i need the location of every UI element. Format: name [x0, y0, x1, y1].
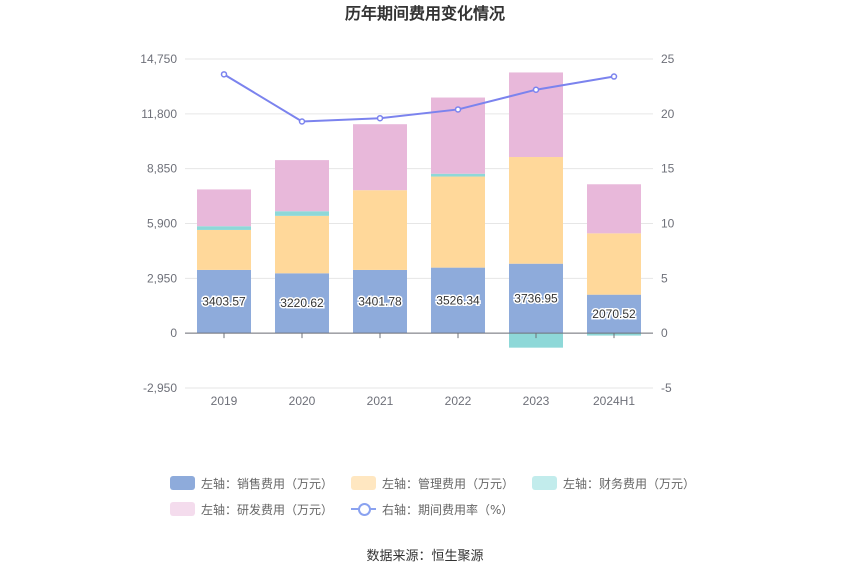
bar-segment-s3[interactable] — [197, 189, 251, 227]
bar-segment-s1[interactable] — [509, 157, 563, 264]
y-right-tick-label: 0 — [661, 326, 668, 340]
legend-label: 右轴：期间费用率（%） — [382, 502, 514, 517]
legend-swatch — [351, 476, 377, 490]
data-label: 3736.95 — [514, 291, 558, 305]
rate-line — [223, 73, 615, 123]
y-right-tick-label: 10 — [661, 217, 675, 231]
chart-title: 历年期间费用变化情况 — [345, 4, 505, 23]
legend-item-rate[interactable]: 右轴：期间费用率（%） — [351, 501, 513, 518]
bar-segment-s0[interactable] — [509, 263, 563, 334]
data-label: 2070.52 — [592, 307, 636, 321]
y-left-tick-label: 2,950 — [147, 271, 177, 285]
x-tick-label: 2019 — [211, 394, 238, 408]
y-left-tick-label: -2,950 — [143, 381, 177, 395]
data-label: 3403.57 — [202, 295, 246, 309]
rate-point[interactable] — [220, 71, 228, 78]
legend-swatch — [170, 476, 195, 490]
bar-segment-s0[interactable] — [353, 269, 407, 334]
legend-line-icon — [351, 502, 377, 516]
bar-segment-s1[interactable] — [587, 233, 641, 295]
bar-segment-s1[interactable] — [353, 190, 407, 270]
legend-item-finance[interactable]: 左轴：财务费用（万元） — [532, 475, 695, 492]
data-label: 3401.78 — [358, 295, 402, 309]
data-label: 3526.34 — [436, 293, 480, 307]
bar-segment-s2[interactable] — [509, 333, 563, 348]
bar-segment-s1[interactable] — [431, 176, 485, 268]
bar-segment-s3[interactable] — [509, 72, 563, 158]
bar-segment-s0[interactable] — [275, 273, 329, 334]
y-right-tick-label: 5 — [661, 271, 668, 285]
legend-swatch — [170, 502, 195, 516]
rate-point[interactable] — [376, 114, 384, 122]
x-tick-label: 2023 — [523, 394, 550, 408]
y-left-tick-label: 0 — [170, 326, 177, 340]
bar-segment-s0[interactable] — [197, 269, 251, 334]
legend-item-rd[interactable]: 左轴：研发费用（万元） — [170, 501, 333, 518]
bar-segment-s1[interactable] — [197, 229, 251, 270]
bar-segment-s2[interactable] — [275, 211, 329, 216]
source-note: 数据来源：恒生聚源 — [366, 549, 484, 564]
rate-point[interactable] — [610, 73, 618, 80]
bar-segment-s1[interactable] — [275, 215, 329, 274]
bar-segment-s3[interactable] — [587, 184, 641, 234]
legend-label: 左轴：研发费用（万元） — [201, 502, 334, 517]
y-left-tick-label: 8,850 — [147, 162, 177, 176]
legend-label: 左轴：管理费用（万元） — [382, 476, 515, 491]
bar-segment-s3[interactable] — [353, 124, 407, 191]
y-right-tick-label: 20 — [661, 107, 675, 121]
y-right-tick-label: 15 — [661, 162, 675, 176]
y-left-tick-label: 5,900 — [147, 217, 177, 231]
x-tick-label: 2020 — [289, 394, 316, 408]
bar-segment-s2[interactable] — [431, 173, 485, 177]
legend: 左轴：销售费用（万元） 左轴：管理费用（万元） 左轴：财务费用（万元） 左轴：研… — [170, 470, 730, 522]
bar-segment-s0[interactable] — [587, 294, 641, 334]
x-tick-label: 2024H1 — [593, 394, 635, 408]
bar-segment-s2[interactable] — [197, 226, 251, 230]
rate-point[interactable] — [298, 118, 306, 125]
legend-swatch — [532, 476, 558, 490]
bar-segment-s3[interactable] — [275, 160, 329, 212]
rate-point[interactable] — [532, 86, 540, 93]
x-tick-label: 2022 — [445, 394, 472, 408]
y-right-tick-label: -5 — [661, 381, 672, 395]
legend-item-admin[interactable]: 左轴：管理费用（万元） — [351, 475, 514, 492]
rate-point[interactable] — [454, 106, 462, 113]
legend-item-sales[interactable]: 左轴：销售费用（万元） — [170, 475, 333, 492]
y-left-tick-label: 11,800 — [141, 107, 177, 121]
y-right-tick-label: 25 — [661, 52, 675, 66]
legend-label: 左轴：财务费用（万元） — [563, 476, 696, 491]
y-left-tick-label: 14,750 — [140, 52, 177, 66]
x-tick-label: 2021 — [367, 394, 394, 408]
bar-segment-s0[interactable] — [431, 267, 485, 334]
data-label: 3220.62 — [280, 296, 324, 310]
legend-label: 左轴：销售费用（万元） — [201, 476, 334, 491]
